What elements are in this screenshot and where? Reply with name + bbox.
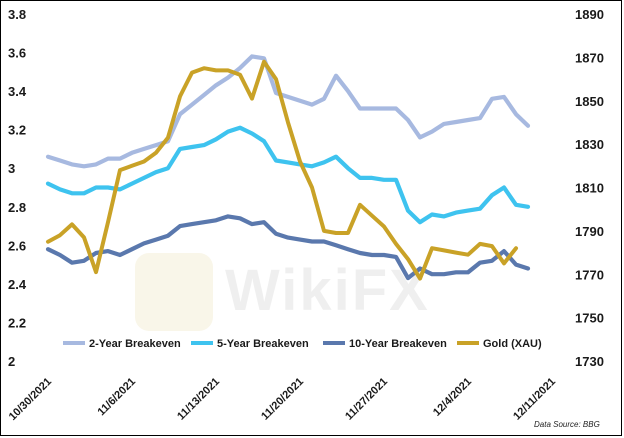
y-left-tick-label: 2.2 [8, 315, 26, 330]
watermark: WikiFX [135, 253, 430, 331]
watermark-logo [135, 253, 213, 331]
legend: 2-Year Breakeven 5-Year Breakeven 10-Year … [63, 338, 542, 350]
legend-label: 10-Year Breakeven [349, 338, 447, 350]
y-right-tick-label: 1810 [575, 181, 604, 196]
legend-label: Gold (XAU) [483, 338, 542, 350]
y-axis-right: 1730 1750 1770 1790 1810 1830 1850 1870 1890 [575, 7, 604, 369]
y-left-tick-label: 2.4 [8, 277, 27, 292]
x-tick-label: 12/11/2021 [511, 376, 558, 423]
y-right-tick-label: 1750 [575, 311, 604, 326]
y-right-tick-label: 1890 [575, 7, 604, 22]
series-layer [45, 54, 531, 281]
y-left-tick-label: 3 [8, 161, 15, 176]
y-right-tick-label: 1790 [575, 224, 604, 239]
x-tick-label: 11/20/2021 [259, 376, 306, 423]
y-left-tick-label: 2 [8, 354, 15, 369]
x-tick-label: 11/13/2021 [175, 376, 222, 423]
y-right-tick-label: 1830 [575, 137, 604, 152]
y-left-tick-label: 2.8 [8, 200, 26, 215]
y-right-tick-label: 1770 [575, 267, 604, 282]
series-line-5-year-breakeven [45, 125, 531, 225]
y-axis-left: 2 2.2 2.4 2.6 2.8 3 3.2 3.4 3.6 3.8 [8, 7, 27, 369]
y-left-tick-label: 3.4 [8, 84, 27, 99]
source-note: Data Source: BBG [534, 420, 600, 429]
x-tick-label: 11/27/2021 [343, 376, 390, 423]
y-left-tick-label: 3.2 [8, 123, 26, 138]
watermark-text: WikiFX [225, 258, 430, 323]
x-axis: 10/30/2021 11/6/2021 11/13/2021 11/20/2021 1… [7, 376, 558, 423]
x-tick-label: 11/6/2021 [95, 376, 138, 419]
series-line-2-year-breakeven [45, 54, 531, 169]
legend-label: 2-Year Breakeven [89, 338, 181, 350]
y-left-tick-label: 3.8 [8, 7, 26, 22]
y-left-tick-label: 2.6 [8, 238, 26, 253]
series-line-gold-xau [46, 59, 518, 281]
x-tick-label: 12/4/2021 [431, 376, 474, 419]
y-right-tick-label: 1850 [575, 94, 604, 109]
legend-label: 5-Year Breakeven [217, 338, 309, 350]
series-line-10-year-breakeven [45, 214, 531, 281]
x-tick-label: 10/30/2021 [7, 376, 54, 423]
y-left-tick-label: 3.6 [8, 46, 26, 61]
y-right-tick-label: 1730 [575, 354, 604, 369]
y-right-tick-label: 1870 [575, 50, 604, 65]
